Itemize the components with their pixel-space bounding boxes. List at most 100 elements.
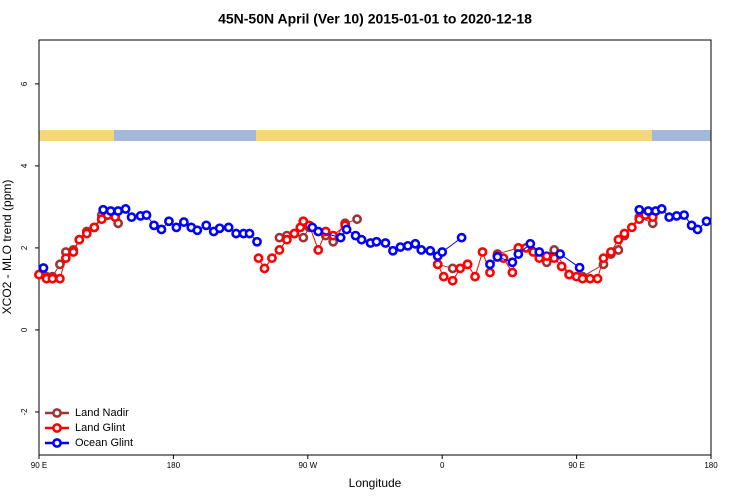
data-point	[701, 216, 712, 227]
data-point	[455, 263, 466, 274]
legend-label: Land Nadir	[75, 407, 129, 419]
data-point	[507, 257, 518, 268]
data-point	[371, 236, 382, 247]
data-point	[577, 273, 588, 284]
data-point	[525, 238, 536, 249]
data-point	[281, 234, 292, 245]
data-point	[592, 273, 603, 284]
legend-marker	[52, 408, 62, 418]
data-point	[438, 271, 449, 282]
data-point	[74, 234, 85, 245]
data-point	[192, 225, 203, 236]
data-point	[313, 245, 324, 255]
legend-marker	[52, 438, 62, 448]
data-point	[656, 204, 667, 214]
data-point	[456, 232, 467, 243]
data-point	[485, 259, 495, 270]
data-point	[274, 232, 285, 243]
data-point	[141, 210, 152, 221]
data-point	[613, 245, 624, 255]
data-point	[223, 222, 234, 233]
data-point	[81, 228, 92, 239]
data-point	[541, 251, 552, 262]
legend-label: Land Glint	[75, 422, 125, 434]
series	[34, 210, 658, 286]
data-point	[164, 216, 174, 227]
data-point	[105, 206, 116, 216]
data-point	[259, 263, 270, 274]
data-point	[437, 247, 448, 257]
data-point	[47, 273, 58, 284]
data-point	[564, 269, 575, 280]
data-point	[38, 263, 49, 273]
data-point	[313, 226, 324, 237]
data-point	[388, 245, 398, 256]
data-point	[492, 252, 503, 262]
y-tick-label: -2	[20, 408, 29, 416]
data-point	[507, 267, 518, 278]
y-tick-label: 2	[20, 245, 29, 250]
data-point	[416, 245, 427, 255]
series	[38, 204, 712, 273]
data-point	[634, 204, 645, 215]
data-point	[274, 245, 285, 255]
data-point	[244, 228, 255, 239]
data-point	[410, 238, 421, 249]
data-point	[68, 247, 79, 257]
data-point	[178, 217, 189, 227]
legend-label: Ocean Glint	[75, 437, 133, 449]
data-point	[356, 234, 367, 245]
x-tick-label: 90 E	[568, 461, 584, 470]
y-tick-label: 4	[20, 163, 29, 168]
x-axis-label: Longitude	[349, 476, 402, 490]
y-axis-label: XCO2 - MLO trend (ppm)	[0, 180, 14, 315]
data-point	[55, 273, 65, 284]
x-tick-label: 0	[440, 461, 445, 470]
data-point	[534, 247, 545, 257]
data-point	[214, 223, 225, 234]
data-point	[585, 273, 595, 284]
x-tick-label: 180	[167, 461, 181, 470]
data-point	[626, 222, 637, 233]
x-tick-label: 90 E	[31, 461, 47, 470]
data-point	[34, 269, 44, 280]
data-point	[201, 220, 212, 231]
data-point	[598, 253, 609, 264]
data-point	[432, 259, 443, 270]
data-point	[447, 263, 458, 274]
data-point	[289, 228, 300, 239]
data-point	[231, 228, 242, 239]
data-point	[298, 232, 309, 243]
data-point	[513, 249, 524, 259]
data-point	[679, 210, 690, 221]
data-point	[447, 275, 458, 286]
data-point	[267, 253, 277, 264]
data-point	[380, 238, 391, 248]
data-point	[120, 204, 131, 214]
data-point	[335, 232, 346, 243]
data-point	[156, 224, 167, 235]
data-point	[556, 261, 567, 272]
data-point	[149, 220, 159, 231]
y-tick-label: 6	[20, 81, 29, 86]
data-point	[462, 259, 473, 270]
data-point	[555, 249, 566, 259]
data-point	[470, 271, 480, 282]
x-tick-label: 90 W	[298, 461, 317, 470]
data-point	[341, 224, 352, 235]
data-point	[171, 222, 182, 233]
data-point	[395, 242, 406, 252]
data-point	[98, 204, 109, 215]
data-point	[352, 214, 362, 225]
data-point	[402, 240, 413, 251]
data-point	[477, 247, 488, 257]
legend-marker	[52, 423, 62, 433]
data-point	[89, 222, 100, 233]
data-point	[574, 262, 585, 273]
x-tick-label: 180	[704, 461, 718, 470]
data-point	[619, 228, 630, 239]
data-point	[126, 212, 137, 223]
data-point	[664, 212, 675, 223]
data-point	[253, 253, 264, 264]
